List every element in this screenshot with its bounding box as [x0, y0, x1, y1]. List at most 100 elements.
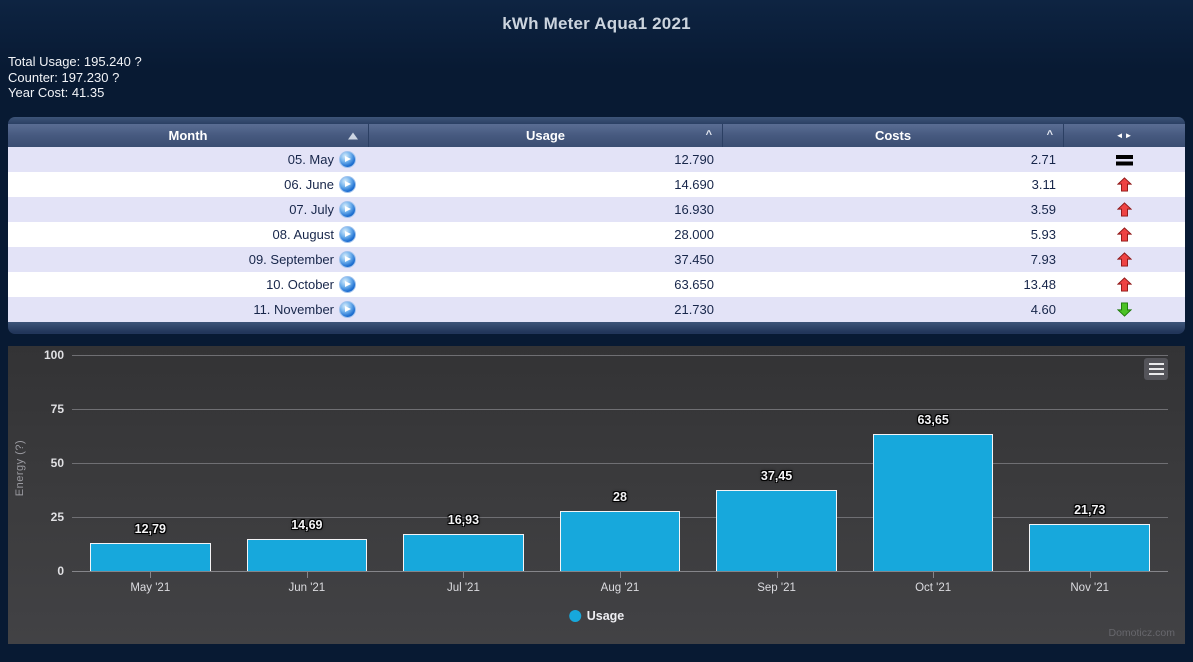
bar-value-label: 28: [613, 489, 627, 504]
month-cell: 10. October: [8, 272, 369, 297]
bar-value-label: 63,65: [917, 412, 949, 427]
usage-cell: 21.730: [674, 302, 714, 317]
x-tick: [1089, 572, 1091, 578]
play-button[interactable]: [339, 201, 356, 218]
trend-cell: [1064, 147, 1185, 172]
table-top-cap: [8, 117, 1185, 124]
month-cell: 08. August: [8, 222, 369, 247]
table-row: 11. November 21.730 4.60: [8, 297, 1185, 322]
usage-cell: 28.000: [674, 227, 714, 242]
x-tick: [306, 572, 308, 578]
x-tick: [463, 572, 465, 578]
swap-icon: ◄►: [1115, 131, 1134, 140]
table-bottom-cap: [8, 322, 1185, 334]
legend-item-usage[interactable]: Usage: [563, 607, 631, 625]
trend-up-icon: [1117, 227, 1132, 242]
bar-value-label: 37,45: [760, 469, 793, 484]
y-tick-label: 100: [43, 348, 64, 362]
counter-line: Counter: 197.230 ?: [8, 69, 120, 85]
month-cell: 07. July: [8, 197, 369, 222]
y-tick-label: 75: [50, 402, 64, 416]
usage-bar[interactable]: [559, 510, 681, 571]
usage-bar[interactable]: [872, 433, 994, 571]
hamburger-icon: [1148, 362, 1164, 366]
usage-bar-chart: Energy (?) Usage Domoticz.com 0 25 50 75 100…: [8, 346, 1185, 644]
y-gridline: [72, 463, 1168, 464]
trend-up-icon: [1117, 252, 1132, 267]
x-axis-line: [72, 571, 1168, 572]
play-button[interactable]: [339, 226, 356, 243]
usage-cell: 63.650: [674, 277, 714, 292]
x-axis-label: May '21: [130, 582, 171, 594]
table-row: 07. July 16.930 3.59: [8, 197, 1185, 222]
bar-value-label: 12,79: [134, 522, 166, 537]
table-row: 05. May 12.790 2.71: [8, 147, 1185, 172]
monthly-report-table: Month Usage ^ Costs ^ ◄► 05. May 12.790 2.…: [8, 117, 1185, 334]
play-button[interactable]: [339, 151, 356, 168]
usage-bar[interactable]: [246, 539, 368, 571]
x-tick: [620, 572, 621, 578]
sort-chevron-icon: ^: [1046, 128, 1053, 141]
year-cost-line: Year Cost: 41.35: [8, 85, 105, 100]
costs-cell: 2.71: [1030, 152, 1056, 167]
trend-cell: [1064, 247, 1185, 272]
play-button[interactable]: [339, 276, 356, 293]
column-header-costs[interactable]: Costs ^: [723, 124, 1064, 147]
play-button[interactable]: [339, 301, 356, 318]
costs-cell: 5.93: [1030, 227, 1056, 242]
trend-up-icon: [1117, 177, 1132, 192]
month-label: 07. July: [289, 202, 334, 217]
usage-bar[interactable]: [90, 543, 211, 571]
month-cell: 11. November: [8, 297, 369, 322]
costs-cell: 13.48: [1023, 277, 1056, 292]
month-label: 09. September: [248, 252, 334, 267]
month-label: 06. June: [284, 177, 334, 192]
play-button[interactable]: [339, 251, 356, 268]
trend-cell: [1064, 222, 1185, 247]
x-axis-label: Jul '21: [446, 582, 480, 594]
table-body: 05. May 12.790 2.71 06. June 14.690 3.11 07. J…: [8, 147, 1185, 322]
column-header-month[interactable]: Month: [8, 124, 369, 147]
usage-cell: 37.450: [674, 252, 714, 267]
table-row: 10. October 63.650 13.48: [8, 272, 1185, 297]
month-cell: 05. May: [8, 147, 369, 172]
usage-cell: 12.790: [674, 152, 714, 167]
column-header-trend[interactable]: ◄►: [1064, 124, 1185, 147]
x-axis-label: Aug '21: [600, 582, 640, 594]
total-usage-line: Total Usage: 195.240 ?: [8, 54, 142, 69]
x-axis-label: Sep '21: [757, 582, 796, 594]
trend-down-icon: [1117, 302, 1132, 317]
bar-value-label: 14,69: [291, 518, 323, 533]
table-row: 06. June 14.690 3.11: [8, 172, 1185, 197]
usage-bar[interactable]: [1029, 524, 1150, 571]
play-button[interactable]: [339, 176, 356, 193]
usage-bar[interactable]: [716, 490, 837, 571]
page-title: kWh Meter Aqua1 2021: [502, 14, 691, 33]
table-header-row: Month Usage ^ Costs ^ ◄►: [8, 124, 1185, 147]
sort-chevron-icon: ^: [705, 128, 712, 141]
y-tick-label: 50: [50, 456, 64, 470]
y-tick-label: 25: [50, 510, 64, 524]
costs-cell: 7.93: [1030, 252, 1056, 267]
chart-context-menu-button[interactable]: [1144, 358, 1168, 380]
month-label: 10. October: [266, 277, 334, 292]
table-row: 08. August 28.000 5.93: [8, 222, 1185, 247]
trend-cell: [1064, 272, 1185, 297]
trend-equal-icon: [1116, 154, 1133, 165]
costs-column-label: Costs: [874, 128, 912, 143]
legend-label: Usage: [586, 609, 625, 623]
month-cell: 06. June: [8, 172, 369, 197]
column-header-usage[interactable]: Usage ^: [369, 124, 723, 147]
sort-asc-icon: [348, 132, 358, 139]
y-gridline: [72, 355, 1168, 356]
domoticz-watermark: Domoticz.com: [1108, 627, 1175, 639]
bar-value-label: 16,93: [447, 513, 480, 528]
x-axis-label: Jun '21: [288, 582, 326, 594]
trend-cell: [1064, 172, 1185, 197]
usage-cell: 14.690: [674, 177, 714, 192]
costs-cell: 3.59: [1030, 202, 1056, 217]
usage-bar[interactable]: [403, 534, 524, 571]
y-gridline: [72, 409, 1168, 410]
month-cell: 09. September: [8, 247, 369, 272]
costs-cell: 4.60: [1030, 302, 1056, 317]
